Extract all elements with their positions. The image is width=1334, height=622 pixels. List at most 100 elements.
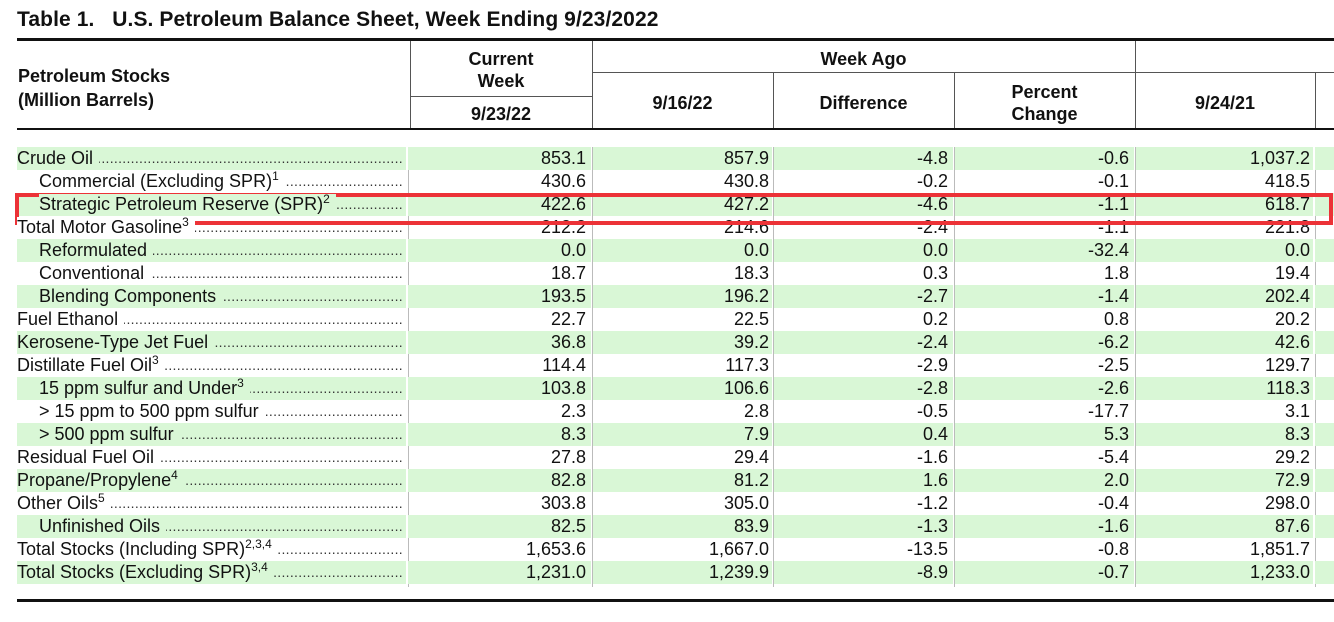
row-background <box>17 147 1334 170</box>
current-week-value: 8.3 <box>560 424 586 444</box>
row-label: Fuel Ethanol <box>17 309 125 329</box>
row-label-cell: ........................................… <box>17 561 403 584</box>
difference-value: -2.4 <box>916 332 948 352</box>
footnote-marker: 3 <box>182 216 189 229</box>
row-label-cell: ........................................… <box>39 193 403 216</box>
row-label-cell: ........................................… <box>39 423 403 446</box>
table-row: ........................................… <box>17 423 1334 446</box>
current-week-header-line2: Week <box>477 71 525 91</box>
row-background <box>17 331 1334 354</box>
year-ago-value: 29.2 <box>1274 447 1310 467</box>
row-label: > 15 ppm to 500 ppm sulfur <box>39 401 265 421</box>
table-row: ........................................… <box>17 193 1334 216</box>
current-week-header-line1: Current <box>468 49 534 69</box>
stub-header-line2: (Million Barrels) <box>18 90 155 110</box>
row-background <box>17 239 1334 262</box>
percent-change-line1: Percent <box>1011 82 1078 102</box>
current-week-value: 212.2 <box>540 217 586 237</box>
header-divider <box>954 72 955 129</box>
current-week-value: 1,653.6 <box>525 539 586 559</box>
percent-change-value: -1.6 <box>1097 516 1129 536</box>
column-divider <box>954 147 955 587</box>
header-divider <box>773 72 774 129</box>
year-ago-underline <box>1135 72 1334 73</box>
leader-dots: ........................................… <box>17 495 403 511</box>
percent-change-value: -5.4 <box>1097 447 1129 467</box>
row-background <box>17 377 1334 400</box>
difference-value: -1.6 <box>916 447 948 467</box>
row-label-text: Commercial (Excluding SPR) <box>39 171 273 191</box>
row-label: Kerosene-Type Jet Fuel <box>17 332 215 352</box>
difference-value: -8.9 <box>916 562 948 582</box>
current-week-value: 303.8 <box>540 493 586 513</box>
header-divider <box>1315 72 1316 129</box>
year-ago-value: 118.3 <box>1266 378 1310 398</box>
row-label: Total Motor Gasoline3 <box>17 216 195 237</box>
row-label-text: Residual Fuel Oil <box>17 447 155 467</box>
difference-value: -4.6 <box>916 194 948 214</box>
current-week-underline <box>410 96 592 97</box>
table-row: ........................................… <box>17 446 1334 469</box>
header-divider <box>592 41 593 129</box>
footnote-marker: 5 <box>98 492 105 505</box>
table-row: ........................................… <box>17 216 1334 239</box>
difference-value: -2.7 <box>916 286 948 306</box>
row-label-text: Other Oils <box>17 493 99 513</box>
row-label: Commercial (Excluding SPR)1 <box>39 170 285 191</box>
week-ago-underline <box>592 72 1135 73</box>
table-row: ........................................… <box>17 515 1334 538</box>
table-body: ........................................… <box>17 147 1334 584</box>
row-label: Crude Oil <box>17 148 100 168</box>
difference-value: 1.6 <box>922 470 948 490</box>
year-ago-value: 42.6 <box>1274 332 1310 352</box>
row-label-text: Total Stocks (Excluding SPR) <box>17 562 252 582</box>
table-row: ........................................… <box>17 561 1334 584</box>
week-ago-value: 0.0 <box>743 240 769 260</box>
current-week-value: 27.8 <box>550 447 586 467</box>
footnote-marker: 3,4 <box>251 561 268 574</box>
week-ago-value: 83.9 <box>733 516 769 536</box>
row-label: Total Stocks (Including SPR)2,3,4 <box>17 538 278 559</box>
row-label: 15 ppm sulfur and Under3 <box>39 377 250 398</box>
table-row: ........................................… <box>17 147 1334 170</box>
table-bottom-rule <box>17 599 1334 602</box>
row-label: Total Stocks (Excluding SPR)3,4 <box>17 561 274 582</box>
current-week-value: 82.8 <box>550 470 586 490</box>
row-label-text: Unfinished Oils <box>39 516 161 536</box>
column-divider <box>773 147 774 587</box>
row-label-text: Blending Components <box>39 286 217 306</box>
row-label: Reformulated <box>39 240 154 260</box>
week-ago-value: 196.2 <box>723 286 769 306</box>
row-label-cell: ........................................… <box>17 538 403 561</box>
week-ago-value: 18.3 <box>733 263 769 283</box>
difference-value: -1.2 <box>916 493 948 513</box>
current-week-value: 114.4 <box>542 355 586 375</box>
week-ago-header: Week Ago <box>820 49 907 69</box>
week-ago-value: 39.2 <box>733 332 769 352</box>
table-row: ........................................… <box>17 400 1334 423</box>
difference-value: 0.4 <box>922 424 948 444</box>
row-background <box>17 423 1334 446</box>
week-ago-value: 427.2 <box>723 194 769 214</box>
year-ago-value: 418.5 <box>1264 171 1310 191</box>
percent-change-value: -6.2 <box>1097 332 1129 352</box>
percent-change-value: -0.8 <box>1097 539 1129 559</box>
percent-change-value: 2.0 <box>1103 470 1129 490</box>
percent-change-line2: Change <box>1011 104 1078 124</box>
row-label-text: Reformulated <box>39 240 148 260</box>
row-label-text: 15 ppm sulfur and Under <box>39 378 238 398</box>
row-label-cell: ........................................… <box>17 354 403 377</box>
year-ago-date: 9/24/21 <box>1194 93 1256 113</box>
header-divider <box>1135 41 1136 129</box>
percent-change-value: -1.1 <box>1097 217 1129 237</box>
row-label-text: Crude Oil <box>17 148 94 168</box>
row-label-cell: ........................................… <box>39 239 403 262</box>
year-ago-value: 129.7 <box>1264 355 1310 375</box>
row-label-cell: ........................................… <box>39 377 403 400</box>
year-ago-value: 221.8 <box>1264 217 1310 237</box>
week-ago-value: 117.3 <box>725 355 769 375</box>
row-label-cell: ........................................… <box>39 170 403 193</box>
column-divider <box>592 147 593 587</box>
table-row: ........................................… <box>17 469 1334 492</box>
current-week-value: 430.6 <box>540 171 586 191</box>
